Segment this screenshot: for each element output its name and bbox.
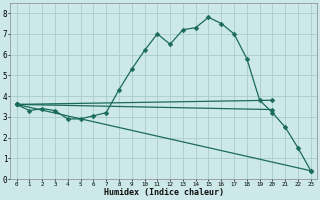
- X-axis label: Humidex (Indice chaleur): Humidex (Indice chaleur): [104, 188, 224, 197]
